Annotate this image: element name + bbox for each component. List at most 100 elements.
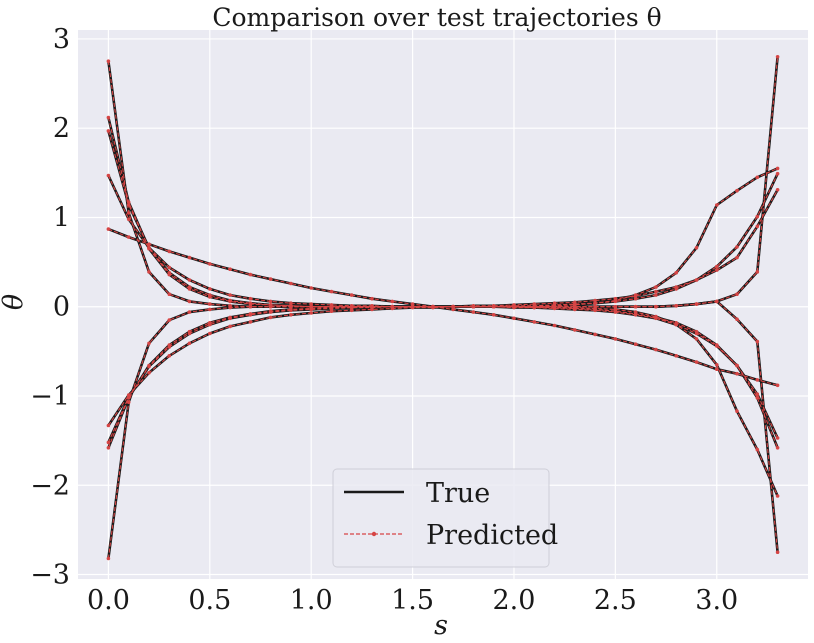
predicted-point [147,363,151,368]
predicted-point [715,268,719,272]
predicted-point [410,304,415,309]
predicted-point [573,306,577,311]
predicted-point [268,299,273,304]
predicted-point [126,235,131,239]
predicted-point [248,312,253,316]
predicted-series-line [107,189,779,426]
predicted-point [268,303,273,307]
predicted-point [451,307,455,312]
predicted-point [309,311,314,315]
predicted-point [329,305,334,310]
predicted-point [228,298,232,303]
predicted-point [633,296,638,301]
predicted-point [755,396,760,400]
predicted-point [491,313,496,317]
predicted-point [228,305,232,310]
predicted-point [208,307,212,312]
predicted-point [775,446,780,450]
predicted-point [147,246,151,250]
predicted-point [187,299,192,304]
predicted-point [755,175,760,180]
predicted-point [208,293,212,297]
predicted-point [694,337,699,341]
tick-labels: 0.0 0.5 1.0 1.5 2.0 2.5 3.0 −3 −2 −1 0 1 2 3 [30,24,738,616]
x-tick-label: 0.0 [87,585,130,616]
y-axis-label: θ [0,294,29,310]
y-tick-label: 1 [53,202,70,233]
predicted-point [775,383,780,388]
predicted-point [289,313,293,317]
predicted-point [654,293,658,297]
predicted-point [755,270,760,274]
y-tick-label: −1 [30,381,70,412]
x-tick-label: 0.5 [188,585,231,616]
predicted-point [228,324,232,329]
predicted-point [309,306,314,311]
y-tick-label: 3 [53,24,70,55]
legend-predicted-marker [371,531,377,537]
predicted-point [349,308,354,313]
predicted-point [208,321,212,325]
predicted-point [167,292,172,297]
predicted-point [775,550,780,554]
predicted-point [775,188,780,192]
predicted-point [694,302,699,306]
predicted-series-line [107,130,778,308]
predicted-point [106,59,111,63]
predicted-point [106,556,111,561]
predicted-point [552,305,557,310]
predicted-point [654,347,658,352]
x-tick-label: 2.0 [492,585,535,616]
predicted-point [167,354,172,358]
y-tick-label: 2 [53,113,70,144]
predicted-point [512,316,516,321]
chart-title: Comparison over test trajectories θ [212,3,661,32]
predicted-point [694,360,699,364]
predicted-point [106,446,111,450]
predicted-point [735,371,739,376]
predicted-point [106,129,111,133]
predicted-point [390,304,395,309]
predicted-point [167,271,172,275]
predicted-point [755,224,760,229]
predicted-point [289,304,293,308]
predicted-point [775,436,780,440]
predicted-point [775,55,780,59]
legend: True Predicted [332,468,558,568]
predicted-point [106,423,111,428]
predicted-point [106,115,111,120]
predicted-point [451,304,455,309]
predicted-point [147,371,151,375]
predicted-point [715,203,719,207]
predicted-point [289,307,293,312]
predicted-point [126,211,131,215]
predicted-point [735,409,739,414]
predicted-point [613,337,618,341]
predicted-point [248,301,253,306]
predicted-point [106,440,111,445]
predicted-point [573,328,577,332]
predicted-point [654,315,658,320]
predicted-point [532,320,537,324]
predicted-series-line [107,61,779,553]
predicted-point [268,277,273,281]
predicted-point [573,300,577,305]
predicted-point [349,305,354,310]
legend-label-true: True [426,478,490,509]
predicted-point [735,292,739,297]
predicted-point [370,296,374,301]
predicted-point [775,171,780,176]
predicted-point [593,298,597,303]
y-tick-label: 0 [53,292,70,323]
predicted-point [289,281,293,286]
predicted-point [715,363,719,367]
predicted-point [715,343,719,347]
predicted-point [289,301,293,306]
predicted-point [633,312,638,316]
y-tick-label: −3 [30,560,70,591]
predicted-point [755,378,760,382]
predicted-point [654,285,658,289]
predicted-point [370,304,374,309]
predicted-point [491,304,496,309]
